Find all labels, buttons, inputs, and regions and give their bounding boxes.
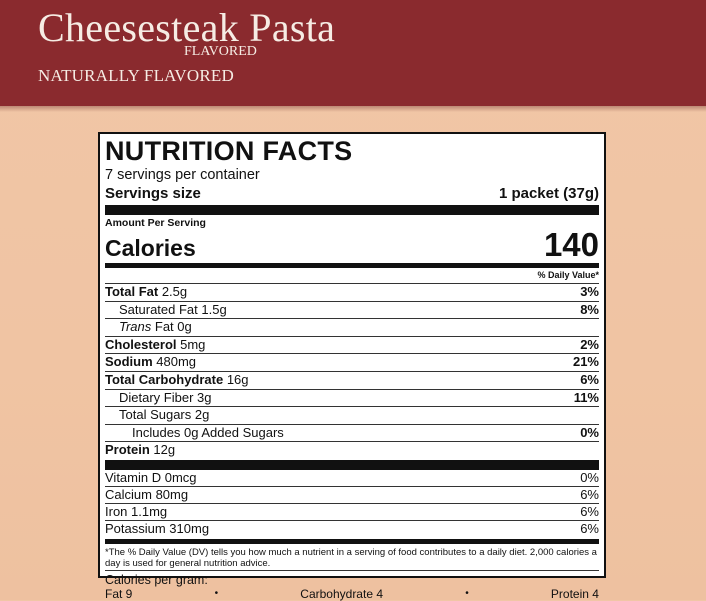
servings-size-label: Servings size [105,185,201,202]
nutrient-name: Dietary Fiber 3g [119,389,212,405]
nutrient-name: Cholesterol [105,336,177,352]
row-rule [105,353,599,355]
nutrient-dv: 0% [580,424,599,440]
calories-label: Calories [105,235,196,261]
row-rule [105,370,599,372]
row-rule [105,519,599,521]
row-rule [105,423,599,425]
nutrient-row-protein: Protein 12g [105,442,599,459]
nutrient-amount: 480mg [152,354,197,370]
nutrient-row-saturated-fat: Saturated Fat 1.5g 8% [105,302,599,319]
medium-divider [105,538,599,544]
nutrient-dv: 11% [573,389,599,405]
nutrient-name: Trans [119,319,152,335]
vitamin-name: Vitamin D 0mcg [105,469,197,485]
thick-divider [105,459,599,470]
nutrient-amount: 12g [149,442,176,458]
nutrient-amount: 2.5g [158,284,188,299]
medium-divider [105,263,599,268]
nutrient-name: Includes 0g Added Sugars [132,424,284,440]
row-rule [105,406,599,408]
nutrient-dv: 3% [580,284,599,299]
row-rule [105,388,599,390]
vitamin-row-potassium: Potassium 310mg 6% [105,521,599,537]
nutrient-row-total-fat: Total Fat 2.5g 3% [105,284,599,301]
nutrition-facts-panel: NUTRITION FACTS 7 servings per container… [98,132,606,601]
naturally-flavored-label: NATURALLY FLAVORED [38,66,234,85]
row-rule [105,318,599,320]
thick-divider [105,205,599,215]
nutrient-amount: 5mg [176,336,206,352]
nutrient-row-trans-fat: Trans Fat 0g [105,319,599,336]
product-name: Cheesesteak Pasta [38,5,336,50]
nutrient-dv: 21% [572,354,599,370]
row-rule [105,335,599,337]
vitamin-dv: 6% [580,503,599,519]
nutrient-name: Total Fat [105,284,159,299]
nutrient-row-cholesterol: Cholesterol 5mg 2% [105,337,599,354]
nutrient-dv: 2% [580,336,599,352]
nutrient-name: Protein [105,442,150,458]
nutrient-name: Sodium [105,354,153,370]
vitamin-row-iron: Iron 1.1mg 6% [105,504,599,520]
calories-per-gram-label: Calories per gram: [105,572,208,587]
flavored-label: FLAVORED [184,44,257,59]
vitamin-dv: 6% [580,486,599,502]
nutrient-name: Total Carbohydrate [105,371,224,387]
row-rule [105,502,599,504]
per-gram-fat: Fat 9 [105,586,133,601]
row-rule [105,441,599,443]
nutrient-amount: Fat 0g [151,319,192,335]
vitamin-row-vitamin-d: Vitamin D 0mcg 0% [105,470,599,486]
bullet-separator: • [214,587,219,599]
servings-size-value: 1 packet (37g) [498,185,599,202]
nutrient-dv: 8% [580,301,599,317]
row-rule [105,283,599,284]
vitamin-name: Potassium 310mg [105,520,210,536]
calories-row: Calories 140 [105,226,599,263]
header-banner [0,0,706,106]
per-gram-carbohydrate: Carbohydrate 4 [300,586,383,601]
servings-size-row: Servings size 1 packet (37g) [105,184,599,203]
bullet-separator: • [465,587,469,599]
daily-value-header: % Daily Value* [537,270,599,280]
nutrient-row-dietary-fiber: Dietary Fiber 3g 11% [105,390,599,407]
nutrient-row-sodium: Sodium 480mg 21% [105,354,599,371]
vitamin-name: Calcium 80mg [105,486,189,502]
nutrient-name: Saturated Fat 1.5g [119,301,227,317]
nutrient-dv: 6% [580,371,599,387]
daily-value-footnote: *The % Daily Value (DV) tells you how mu… [105,546,597,570]
vitamin-name: Iron 1.1mg [105,503,168,519]
amount-per-serving: Amount Per Serving [105,217,206,229]
nutrition-facts-title: NUTRITION FACTS [105,136,353,166]
row-rule [105,300,599,302]
nutrition-facts-content: NUTRITION FACTS 7 servings per container… [105,134,599,601]
nutrient-amount: 16g [223,371,249,387]
nutrient-name: Total Sugars 2g [119,407,210,423]
nutrient-row-total-sugars: Total Sugars 2g [105,407,599,424]
nutrient-row-added-sugars: Includes 0g Added Sugars 0% [105,425,599,442]
calories-value: 140 [543,226,599,263]
calories-per-gram-row: Fat 9 • Carbohydrate 4 • Protein 4 [105,587,599,601]
nutrient-row-total-carbohydrate: Total Carbohydrate 16g 6% [105,372,599,389]
row-rule [105,569,599,571]
row-rule [105,485,599,487]
servings-per-container: 7 servings per container [105,167,260,183]
banner-shadow [0,106,706,112]
vitamin-dv: 0% [580,469,599,485]
per-gram-protein: Protein 4 [550,586,599,601]
vitamin-row-calcium: Calcium 80mg 6% [105,487,599,503]
vitamin-dv: 6% [580,520,599,536]
